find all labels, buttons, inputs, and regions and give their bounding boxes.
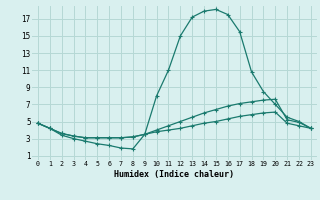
X-axis label: Humidex (Indice chaleur): Humidex (Indice chaleur) [115, 170, 234, 179]
